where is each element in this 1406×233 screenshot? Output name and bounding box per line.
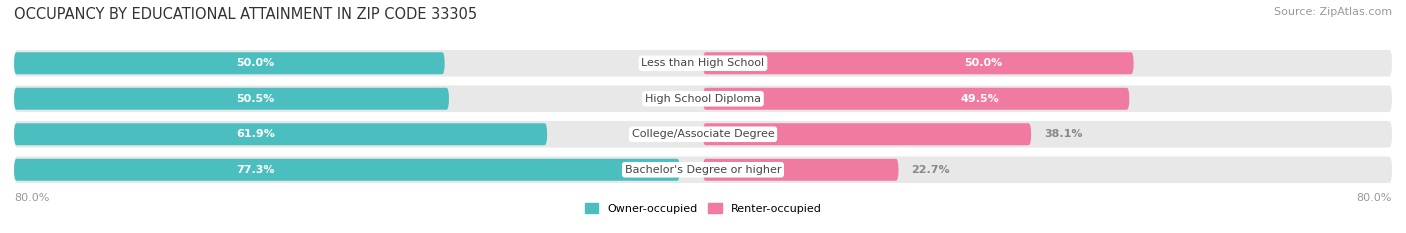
Text: High School Diploma: High School Diploma xyxy=(645,94,761,104)
Text: 49.5%: 49.5% xyxy=(960,94,1000,104)
FancyBboxPatch shape xyxy=(703,88,1129,110)
Text: 50.0%: 50.0% xyxy=(236,58,274,68)
Text: 22.7%: 22.7% xyxy=(911,165,950,175)
FancyBboxPatch shape xyxy=(703,52,1133,74)
FancyBboxPatch shape xyxy=(703,159,898,181)
FancyBboxPatch shape xyxy=(14,88,449,110)
Legend: Owner-occupied, Renter-occupied: Owner-occupied, Renter-occupied xyxy=(581,199,825,218)
Text: 61.9%: 61.9% xyxy=(236,129,274,139)
Text: 38.1%: 38.1% xyxy=(1045,129,1083,139)
Text: College/Associate Degree: College/Associate Degree xyxy=(631,129,775,139)
FancyBboxPatch shape xyxy=(703,123,1031,145)
FancyBboxPatch shape xyxy=(14,123,547,145)
Text: Less than High School: Less than High School xyxy=(641,58,765,68)
Text: 77.3%: 77.3% xyxy=(236,165,274,175)
Text: 80.0%: 80.0% xyxy=(1357,193,1392,203)
Text: 50.5%: 50.5% xyxy=(236,94,274,104)
FancyBboxPatch shape xyxy=(14,156,1392,183)
FancyBboxPatch shape xyxy=(14,159,679,181)
FancyBboxPatch shape xyxy=(14,52,444,74)
FancyBboxPatch shape xyxy=(14,50,1392,77)
Text: 50.0%: 50.0% xyxy=(963,58,1002,68)
Text: Bachelor's Degree or higher: Bachelor's Degree or higher xyxy=(624,165,782,175)
FancyBboxPatch shape xyxy=(14,121,1392,147)
Text: 80.0%: 80.0% xyxy=(14,193,49,203)
Text: OCCUPANCY BY EDUCATIONAL ATTAINMENT IN ZIP CODE 33305: OCCUPANCY BY EDUCATIONAL ATTAINMENT IN Z… xyxy=(14,7,477,22)
Text: Source: ZipAtlas.com: Source: ZipAtlas.com xyxy=(1274,7,1392,17)
FancyBboxPatch shape xyxy=(14,86,1392,112)
